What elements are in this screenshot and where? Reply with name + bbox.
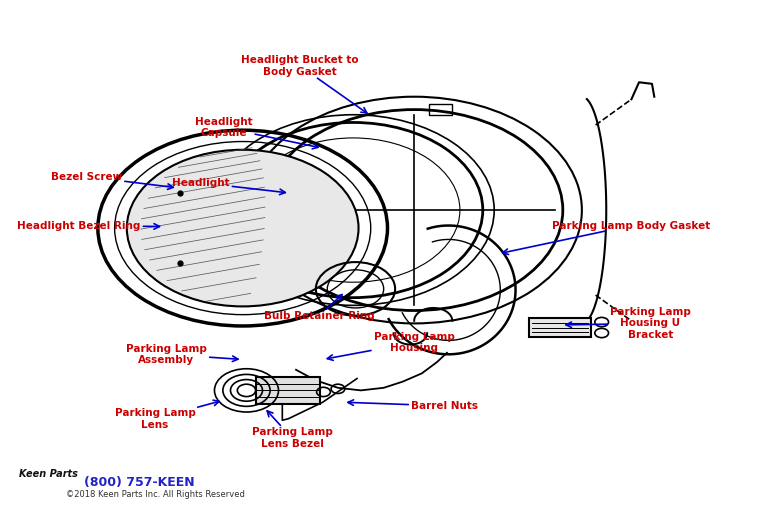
Circle shape: [127, 150, 359, 307]
Text: Bulb Retainer Ring: Bulb Retainer Ring: [263, 295, 374, 321]
FancyBboxPatch shape: [256, 377, 320, 404]
Text: Parking Lamp
Housing U
Bracket: Parking Lamp Housing U Bracket: [566, 307, 691, 340]
Text: Parking Lamp
Assembly: Parking Lamp Assembly: [126, 343, 238, 365]
Text: Parking Lamp
Housing: Parking Lamp Housing: [327, 332, 454, 361]
Text: Headlight
Capsule: Headlight Capsule: [195, 117, 318, 149]
Text: Headlight: Headlight: [172, 178, 286, 195]
FancyBboxPatch shape: [528, 318, 591, 337]
Text: Parking Lamp
Lens Bezel: Parking Lamp Lens Bezel: [252, 411, 333, 449]
Text: Headlight Bucket to
Body Gasket: Headlight Bucket to Body Gasket: [241, 55, 367, 113]
Text: Parking Lamp
Lens: Parking Lamp Lens: [115, 400, 219, 429]
Text: ©2018 Keen Parts Inc. All Rights Reserved: ©2018 Keen Parts Inc. All Rights Reserve…: [65, 491, 244, 499]
Text: Parking Lamp Body Gasket: Parking Lamp Body Gasket: [503, 221, 711, 254]
Text: Barrel Nuts: Barrel Nuts: [348, 400, 478, 411]
Text: Headlight Bezel Ring: Headlight Bezel Ring: [17, 221, 159, 231]
Text: Bezel Screw: Bezel Screw: [51, 171, 173, 190]
Text: Keen Parts: Keen Parts: [19, 469, 78, 479]
Text: (800) 757-KEEN: (800) 757-KEEN: [85, 476, 195, 488]
